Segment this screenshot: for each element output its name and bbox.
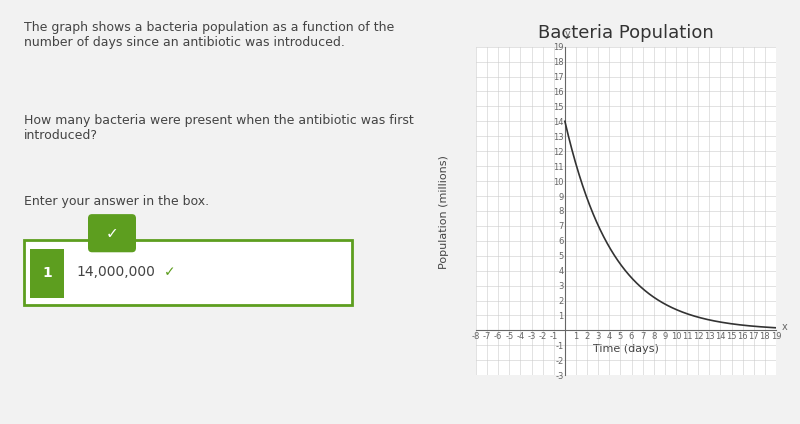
Text: y: y xyxy=(565,29,570,39)
Text: Population (millions): Population (millions) xyxy=(439,155,449,269)
Text: 1: 1 xyxy=(42,266,52,280)
Text: The graph shows a bacteria population as a function of the
number of days since : The graph shows a bacteria population as… xyxy=(24,21,394,49)
Text: ✓: ✓ xyxy=(164,265,176,279)
X-axis label: Time (days): Time (days) xyxy=(593,343,659,354)
Text: x: x xyxy=(782,322,787,332)
FancyBboxPatch shape xyxy=(24,240,352,305)
Title: Bacteria Population: Bacteria Population xyxy=(538,24,714,42)
Text: Enter your answer in the box.: Enter your answer in the box. xyxy=(24,195,209,208)
Text: ✓: ✓ xyxy=(106,226,118,241)
Text: How many bacteria were present when the antibiotic was first
introduced?: How many bacteria were present when the … xyxy=(24,114,414,142)
FancyBboxPatch shape xyxy=(88,214,136,252)
FancyBboxPatch shape xyxy=(30,249,64,298)
Text: 14,000,000: 14,000,000 xyxy=(76,265,155,279)
